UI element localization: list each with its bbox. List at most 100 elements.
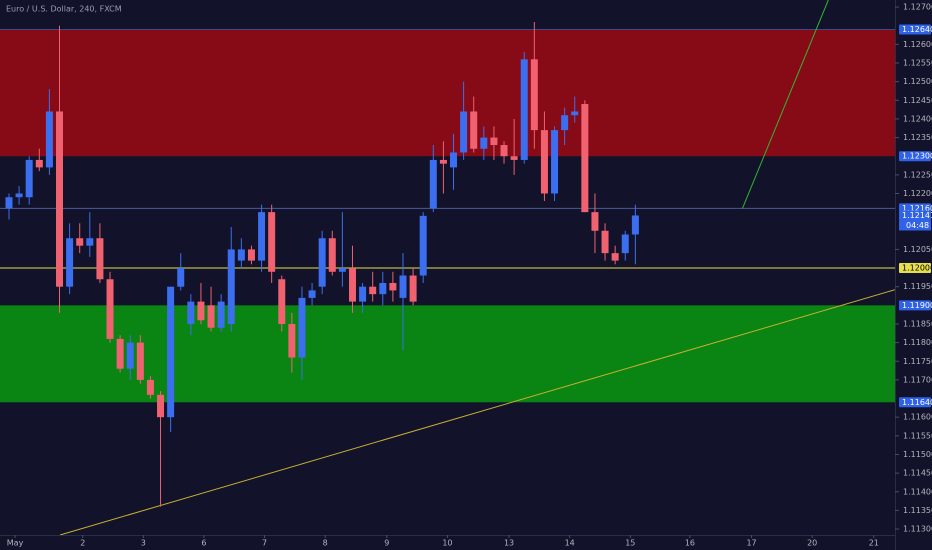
candle-body: [379, 282, 387, 295]
y-tick-label: 1.11500: [903, 450, 932, 459]
y-tick-label: 1.12200: [903, 189, 932, 198]
level-label-box: [899, 24, 931, 35]
x-tick-label: 15: [625, 539, 635, 548]
y-tick-label: 1.11600: [903, 413, 932, 422]
countdown-box: [899, 220, 931, 231]
level-label: 1.12000: [902, 264, 932, 273]
y-tick-label: 1.12450: [903, 96, 932, 105]
candle-body: [591, 212, 599, 231]
candle-body: [581, 104, 589, 213]
candle-body: [621, 234, 629, 254]
level-label-box: [899, 263, 931, 274]
candle-body: [247, 249, 255, 261]
candle-body: [450, 152, 458, 168]
candle-body: [15, 193, 23, 198]
y-tick-label: 1.12400: [903, 114, 932, 123]
y-tick-label: 1.12350: [903, 133, 932, 142]
candle-body: [177, 268, 185, 287]
candle-body: [197, 301, 205, 321]
candle-body: [227, 249, 235, 324]
x-tick-label: 13: [504, 539, 514, 548]
candle-body: [167, 286, 175, 418]
candle-body: [308, 290, 316, 298]
level-label-box: [899, 151, 931, 162]
countdown: 04:48: [906, 221, 929, 230]
y-tick-label: 1.11850: [903, 319, 932, 328]
candle-body: [490, 137, 498, 146]
level-label-box: [899, 210, 931, 221]
candle-body: [419, 215, 427, 276]
candle-body: [136, 342, 144, 380]
x-tick-label: 9: [384, 539, 389, 548]
candle-body: [480, 137, 488, 149]
candle-body: [369, 286, 377, 295]
candle-body: [389, 282, 397, 291]
y-tick-label: 1.11350: [903, 506, 932, 515]
candle-body: [5, 197, 13, 209]
candle-body: [25, 159, 33, 198]
candle-body: [409, 275, 417, 302]
y-tick-label: 1.12500: [903, 77, 932, 86]
candle-body: [66, 238, 74, 287]
y-tick-label: 1.12600: [903, 40, 932, 49]
y-tick-label: 1.11700: [903, 375, 932, 384]
level-label: 1.11640: [902, 398, 932, 407]
candle-body: [268, 212, 276, 272]
candle-body: [288, 323, 296, 358]
y-tick-label: 1.12700: [903, 3, 932, 12]
candle-body: [601, 230, 609, 254]
candle-body: [571, 111, 579, 116]
y-tick-label: 1.12250: [903, 170, 932, 179]
candle-body: [338, 268, 346, 272]
candle-body: [510, 156, 518, 160]
level-label: 1.12640: [902, 25, 932, 34]
candle-body: [45, 111, 53, 168]
x-tick-label: 16: [685, 539, 695, 548]
candle-body: [146, 379, 154, 395]
candle-body: [106, 279, 114, 339]
x-tick-label: 17: [746, 539, 756, 548]
y-tick-label: 1.11300: [903, 525, 932, 534]
y-tick-label: 1.11800: [903, 338, 932, 347]
zone: [0, 29, 895, 157]
candle-body: [298, 297, 306, 358]
candle-body: [631, 215, 639, 235]
x-tick-label: 21: [869, 539, 879, 548]
x-tick-label: 8: [323, 539, 328, 548]
candle-body: [520, 59, 528, 160]
candle-body: [207, 305, 215, 328]
x-tick-label: 14: [565, 539, 575, 548]
candle-body: [35, 159, 43, 168]
level-label-box: [899, 397, 931, 408]
x-tick-label: May: [7, 539, 24, 548]
level-label: 1.11900: [902, 301, 932, 310]
candle-body: [561, 115, 569, 131]
plot-area: [0, 0, 896, 536]
candle-body: [348, 268, 356, 302]
candle-body: [86, 238, 94, 246]
y-tick-label: 1.11450: [903, 469, 932, 478]
x-tick-label: 20: [807, 539, 817, 548]
y-tick-label: 1.11950: [903, 282, 932, 291]
candle-body: [551, 130, 559, 194]
candle-body: [359, 286, 367, 302]
trendline: [59, 289, 896, 536]
x-tick-label: 10: [442, 539, 452, 548]
zone: [0, 305, 895, 403]
candle-body: [96, 238, 104, 280]
x-tick-label: 6: [201, 539, 206, 548]
level-label: 1.12300: [902, 152, 932, 161]
candle-body: [278, 279, 286, 324]
candle-body: [116, 338, 124, 369]
y-tick-label: 1.12050: [903, 245, 932, 254]
candle-body: [237, 249, 245, 261]
candle-body: [187, 301, 195, 324]
level-label: 1.12141: [902, 211, 932, 220]
x-tick-label: 3: [141, 539, 146, 548]
candle-body: [399, 275, 407, 298]
chart-title: Euro / U.S. Dollar, 240, FXCM: [6, 5, 122, 14]
candle-body: [258, 212, 266, 261]
level-label-box: [899, 300, 931, 311]
